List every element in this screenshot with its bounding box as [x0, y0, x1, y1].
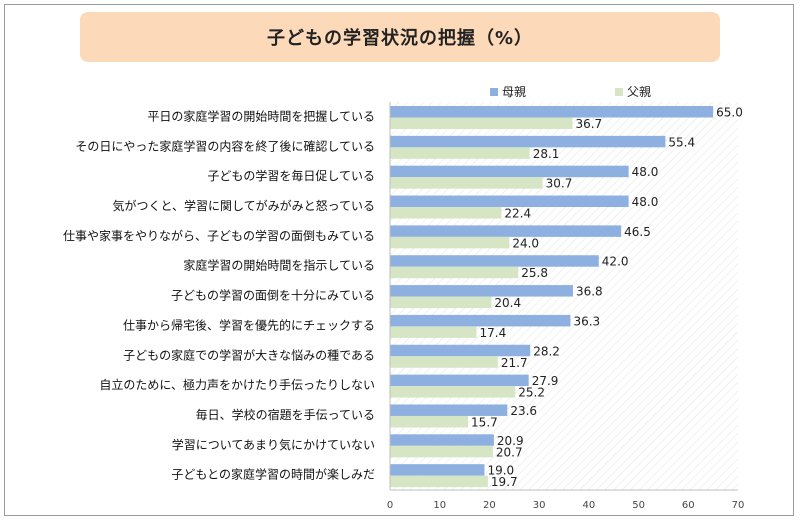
data-label: 28.2 [533, 344, 560, 358]
category-label: 気がつくと、学習に関してがみがみと怒っている [112, 198, 375, 213]
category-label: その日にやった家庭学習の内容を終了後に確認している [75, 138, 375, 153]
data-label: 25.8 [521, 266, 548, 280]
data-label: 46.5 [624, 225, 651, 239]
data-label: 20.9 [497, 434, 524, 448]
category-label: 子どもの学習の面倒を十分にみている [171, 288, 375, 303]
data-label: 19.0 [487, 464, 514, 478]
category-label: 家庭学習の開始時間を指示している [183, 258, 375, 273]
chart-title: 子どもの学習状況の把握（%） [266, 28, 534, 49]
category-label: 平日の家庭学習の開始時間を把握している [147, 109, 375, 124]
data-label: 36.8 [576, 285, 603, 299]
legend-label-2: 父親 [627, 85, 651, 99]
bar-father [390, 117, 573, 129]
bar-mother [390, 374, 529, 387]
data-label: 23.6 [510, 404, 537, 418]
title-banner: 子どもの学習状況の把握（%） [80, 12, 720, 62]
category-label: 学習についてあまり気にかけていない [172, 437, 375, 452]
bar-mother [390, 344, 531, 357]
data-label: 15.7 [471, 415, 498, 429]
data-label: 25.2 [518, 386, 545, 400]
data-label: 20.4 [494, 296, 521, 310]
bar-father [390, 415, 469, 428]
bar-mother [390, 255, 599, 267]
bar-father [390, 296, 492, 309]
bar-mother [390, 285, 573, 297]
x-tick-label: 30 [533, 500, 546, 511]
bar-father [390, 266, 519, 279]
category-label: 子どもとの家庭学習の時間が楽しみだ [171, 467, 375, 482]
bar-father [390, 326, 477, 338]
data-label: 24.0 [512, 236, 539, 250]
data-label: 48.0 [632, 165, 659, 179]
x-tick-label: 60 [682, 500, 695, 511]
x-tick-label: 10 [433, 500, 446, 511]
bar-mother [390, 404, 508, 416]
bar-father [390, 386, 516, 398]
x-axis: 0 10 20 30 40 50 60 70 [387, 102, 745, 511]
x-tick-label: 40 [582, 500, 595, 511]
data-label: 36.7 [575, 117, 602, 131]
category-labels: 平日の家庭学習の開始時間を把握しているその日にやった家庭学習の内容を終了後に確認… [63, 109, 375, 482]
data-label: 30.7 [546, 177, 573, 191]
category-label: 自立のために、極力声をかけたり手伝ったりしない [99, 377, 375, 392]
bar-father [390, 147, 530, 159]
bar-mother [390, 195, 629, 208]
category-label: 子どもの学習を毎日促している [207, 168, 375, 183]
data-label: 65.0 [716, 106, 743, 120]
legend-swatch-2 [615, 88, 623, 96]
legend-swatch-1 [490, 88, 498, 96]
bar-father [390, 236, 510, 249]
bar-father [390, 207, 502, 219]
data-label: 17.4 [480, 326, 507, 340]
bar-father [390, 356, 498, 368]
category-label: 子どもの家庭での学習が大きな悩みの種である [123, 347, 375, 362]
bar-mother [390, 314, 571, 327]
bar-mother [390, 464, 485, 476]
bar-father [390, 475, 488, 488]
data-label: 36.3 [573, 314, 600, 328]
data-label: 55.4 [668, 135, 695, 149]
data-label: 48.0 [632, 195, 659, 209]
x-tick-label: 0 [387, 500, 393, 511]
bars: 65.0 36.7 55.4 28.1 48.0 30.7 48.0 22.4 46.5 24.0… [390, 106, 743, 489]
x-tick-label: 50 [632, 500, 645, 511]
bar-mother [390, 434, 494, 446]
bar-father [390, 445, 493, 458]
bar-mother [390, 106, 714, 118]
data-label: 19.7 [491, 475, 518, 489]
bar-father [390, 177, 543, 189]
legend: 母親 父親 [490, 85, 651, 99]
legend-label-1: 母親 [502, 85, 526, 99]
data-label: 28.1 [533, 147, 560, 161]
data-label: 21.7 [501, 356, 528, 370]
x-tick-label: 70 [732, 500, 745, 511]
bar-mother [390, 165, 629, 178]
category-label: 毎日、学校の宿題を手伝っている [196, 407, 375, 422]
data-label: 27.9 [532, 374, 559, 388]
bar-mother [390, 225, 622, 237]
data-label: 20.7 [496, 445, 523, 459]
category-label: 仕事や家事をやりながら、子どもの学習の面倒もみている [63, 228, 375, 243]
x-tick-label: 20 [483, 500, 496, 511]
category-label: 仕事から帰宅後、学習を優先的にチェックする [123, 317, 375, 332]
data-label: 22.4 [504, 207, 531, 221]
data-label: 42.0 [602, 255, 629, 269]
bar-mother [390, 135, 666, 148]
